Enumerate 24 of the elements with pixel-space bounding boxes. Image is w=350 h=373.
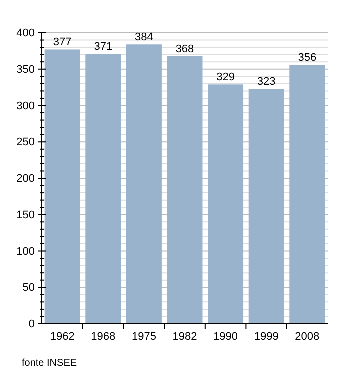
data-label: 371 (94, 41, 113, 54)
x-tick-label: 1975 (132, 330, 156, 343)
data-label: 377 (53, 36, 72, 49)
data-label: 323 (257, 76, 276, 88)
x-tick-label: 1990 (214, 330, 238, 343)
x-tick-label: 2008 (295, 330, 320, 343)
y-tick-label: 100 (16, 246, 35, 258)
y-tick-label: 350 (16, 64, 35, 76)
x-tick-label: 1999 (254, 330, 279, 343)
source-note: fonte INSEE (22, 358, 78, 369)
data-label: 329 (216, 72, 235, 84)
y-tick-label: 200 (16, 173, 35, 186)
data-label: 384 (135, 32, 154, 44)
data-label: 368 (176, 43, 194, 56)
y-tick-label: 300 (16, 100, 35, 112)
y-tick-label: 50 (22, 282, 35, 294)
x-tick-label: 1968 (91, 330, 116, 343)
y-tick-label: 0 (28, 318, 35, 331)
data-label: 356 (298, 52, 317, 64)
x-tick-label: 1962 (50, 330, 75, 343)
y-tick-label: 150 (16, 209, 35, 222)
y-tick-label: 250 (16, 136, 35, 149)
y-tick-label: 400 (16, 28, 35, 40)
x-tick-label: 1982 (172, 330, 198, 343)
